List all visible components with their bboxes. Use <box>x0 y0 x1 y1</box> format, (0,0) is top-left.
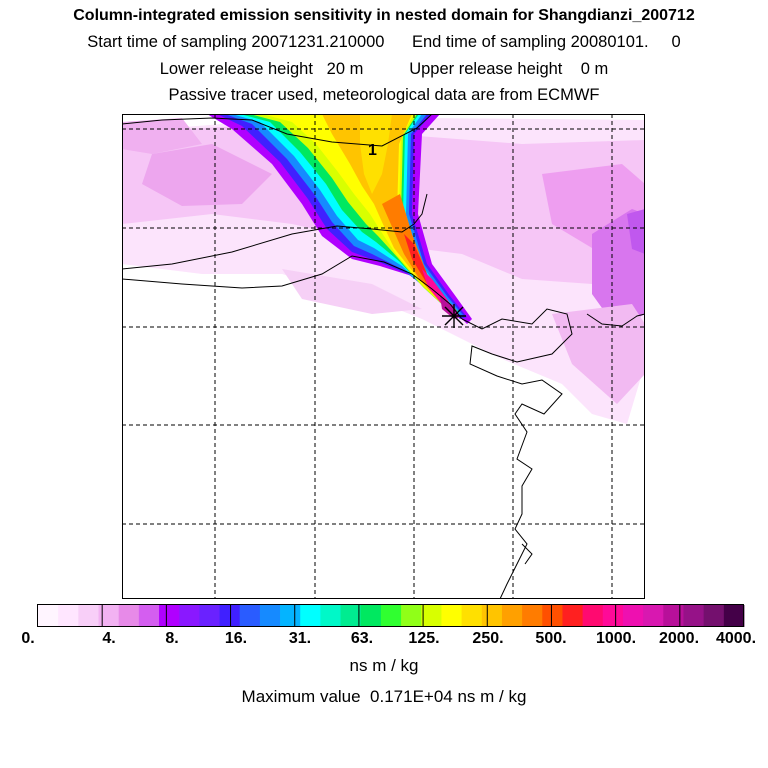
coastline-ne <box>586 313 645 327</box>
colorbar-cell <box>380 605 402 627</box>
border-north <box>122 114 433 147</box>
colorbar-tick: 500. <box>535 630 567 647</box>
colorbar-cell <box>703 605 725 627</box>
plot-title: Column-integrated emission sensitivity i… <box>73 7 695 24</box>
colorbar-cell <box>522 605 543 627</box>
receptor-marker <box>442 304 466 328</box>
colorbar-cell <box>643 605 664 627</box>
maximum-value: Maximum value 0.171E+04 ns m / kg <box>241 687 527 706</box>
tracer-info-line: Passive tracer used, meteorological data… <box>168 86 600 104</box>
colorbar-cell <box>602 605 624 627</box>
colorbar-tick: 63. <box>350 630 374 647</box>
colorbar-cell <box>159 605 180 627</box>
colorbar-cell <box>179 605 200 627</box>
colorbar-cell <box>582 605 604 627</box>
colorbar-cell <box>138 605 160 627</box>
colorbar <box>37 604 745 627</box>
colorbar-cell <box>481 605 503 627</box>
lat-lon-grid <box>122 114 645 599</box>
colorbar-tick: 4000. <box>715 630 757 647</box>
map-frame <box>122 114 645 599</box>
colorbar-cell <box>461 605 483 627</box>
colorbar-cell <box>219 605 241 627</box>
colorbar-tick: 250. <box>472 630 504 647</box>
receptor-label: 1 <box>368 142 377 159</box>
release-height-line: Lower release height 20 m Upper release … <box>159 60 609 78</box>
colorbar-tick: 8. <box>165 630 179 647</box>
colorbar-cell <box>280 605 301 627</box>
colorbar-cell <box>320 605 341 627</box>
colorbar-cell <box>98 605 120 627</box>
colorbar-cell <box>441 605 462 627</box>
colorbar-cell <box>259 605 281 627</box>
colorbar-cell <box>300 605 321 627</box>
colorbar-tick: 2000. <box>658 630 700 647</box>
colorbar-cell <box>118 605 140 627</box>
colorbar-cell <box>421 605 442 627</box>
colorbar-frame <box>37 604 744 627</box>
colorbar-cell <box>360 605 382 627</box>
colorbar-cell <box>340 605 362 627</box>
colorbar-cell <box>723 605 745 627</box>
colorbar-cell <box>58 605 79 627</box>
sampling-time-line: Start time of sampling 20071231.210000 E… <box>87 33 681 51</box>
colorbar-tick: 125. <box>408 630 440 647</box>
colorbar-tick: 0. <box>21 630 35 647</box>
border-south <box>122 255 463 320</box>
colorbar-cell <box>239 605 261 627</box>
sensitivity-plume <box>207 114 472 324</box>
colorbar-tick: 16. <box>224 630 248 647</box>
colorbar-tick: 31. <box>288 630 312 647</box>
colorbar-cell <box>78 605 99 627</box>
colorbar-cell <box>663 605 684 627</box>
coastline-east <box>461 308 573 599</box>
colorbar-cell <box>622 605 644 627</box>
colorbar-cell <box>683 605 705 627</box>
colorbar-cell <box>542 605 563 627</box>
colorbar-cell <box>562 605 584 627</box>
colorbar-units: ns m / kg <box>349 656 419 675</box>
colorbar-tick: 4. <box>102 630 116 647</box>
colorbar-tick: 1000. <box>595 630 637 647</box>
colorbar-cell <box>401 605 422 627</box>
sensitivity-map: 1 <box>122 114 645 599</box>
colorbar-cell <box>501 605 523 627</box>
colorbar-cell <box>38 605 59 627</box>
colorbar-cell <box>199 605 220 627</box>
coastline-island <box>521 543 533 565</box>
